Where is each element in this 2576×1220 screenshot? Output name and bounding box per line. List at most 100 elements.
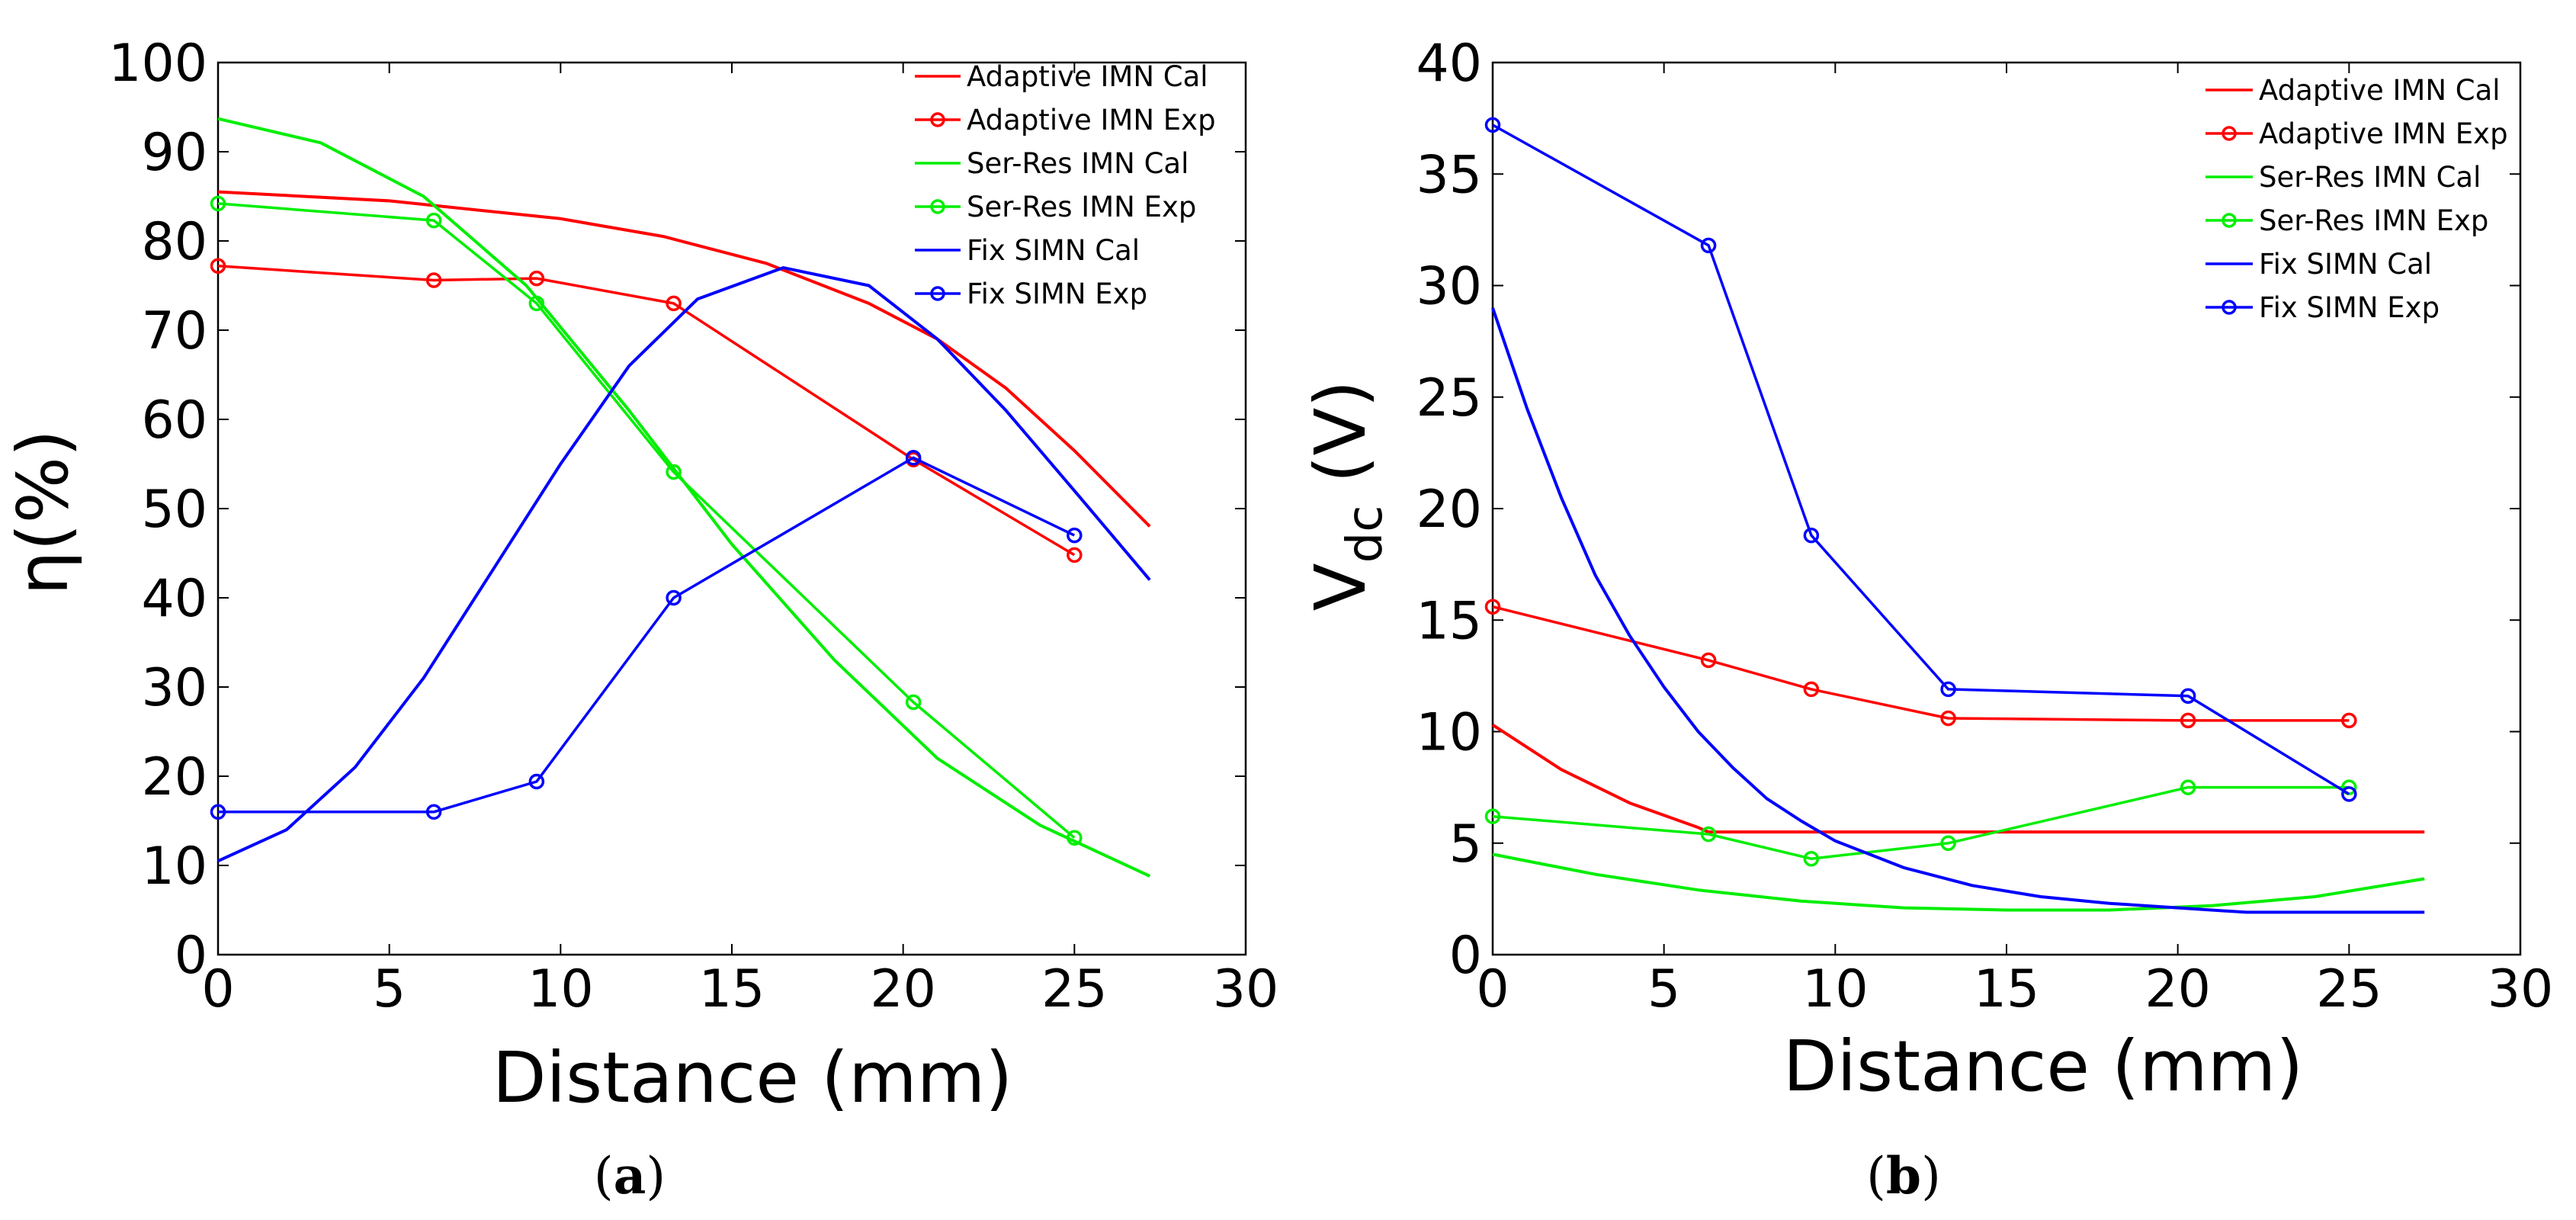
x-tick-label: 25	[2316, 959, 2382, 1019]
x-tick-label: 10	[1802, 959, 1869, 1019]
series-line-fix-simn-exp	[1492, 124, 2350, 795]
legend-marker	[930, 286, 945, 301]
legend-marker	[2222, 126, 2237, 141]
legend-marker	[930, 112, 945, 127]
y-tick-label: 15	[1416, 591, 1482, 651]
series-line-adaptive-imn-exp	[1492, 605, 2350, 722]
series-line-adaptive-imn-cal	[217, 190, 1151, 528]
y-tick-label: 20	[141, 747, 207, 807]
data-point	[2341, 712, 2357, 729]
data-point	[1484, 599, 1501, 615]
panel-label-close: )	[1921, 1147, 1941, 1206]
y-tick-label: 60	[141, 390, 207, 451]
data-point	[425, 272, 442, 288]
y-tick-label: 35	[1416, 145, 1482, 205]
series-line-ser-res-imn-cal	[1492, 852, 2425, 912]
series-fix-simn-cal	[217, 266, 1151, 863]
data-point	[1067, 547, 1083, 563]
y-axis-label: η(%)	[2, 429, 84, 596]
x-tick-label: 15	[1974, 959, 2040, 1019]
x-tick-label: 5	[1647, 959, 1680, 1019]
panel-label: (a)	[594, 1146, 666, 1206]
data-point	[210, 804, 226, 820]
series-line-ser-res-imn-exp	[1492, 785, 2350, 860]
y-tick-label: 0	[1449, 926, 1482, 986]
series-fix-simn-exp	[1484, 117, 2357, 802]
data-point	[905, 450, 922, 466]
data-point	[1940, 710, 1956, 727]
y-tick-label: 40	[141, 569, 207, 629]
y-tick-label: 50	[141, 480, 207, 540]
panel-label-letter: b	[1886, 1146, 1921, 1206]
data-point	[425, 804, 442, 820]
series-line-fix-simn-cal	[217, 266, 1151, 863]
series-adaptive-imn-cal	[217, 190, 1151, 528]
legend-entry-label: Fix SIMN Cal	[2259, 248, 2432, 281]
data-point	[666, 589, 682, 606]
legend-entry-label: Ser-Res IMN Cal	[967, 147, 1189, 180]
data-point	[1484, 117, 1501, 133]
series-fix-simn-cal	[1491, 307, 2425, 914]
legend-marker	[2222, 300, 2237, 315]
series-line-ser-res-imn-exp	[217, 202, 1076, 840]
data-point	[1700, 826, 1717, 843]
x-axis-label: Distance (mm)	[1783, 1026, 2304, 1107]
series-ser-res-imn-exp	[210, 195, 1083, 846]
data-point	[1803, 527, 1820, 544]
data-point	[1067, 527, 1083, 544]
y-axis-label-main: V	[1300, 563, 1381, 611]
legend-marker	[930, 199, 945, 214]
data-point	[2180, 688, 2196, 704]
x-axis-label: Distance (mm)	[492, 1037, 1013, 1119]
legend-entry-label: Adaptive IMN Exp	[967, 104, 1216, 136]
x-tick-label: 25	[1041, 959, 1108, 1019]
x-tick-label: 0	[1476, 959, 1509, 1019]
data-point	[905, 694, 922, 711]
y-tick-label: 90	[141, 123, 207, 183]
legend-entry-label: Ser-Res IMN Exp	[2259, 204, 2488, 237]
y-tick-label: 25	[1416, 368, 1482, 429]
series-line-fix-simn-cal	[1491, 307, 2425, 914]
y-tick-label: 40	[1416, 34, 1482, 94]
data-point	[1067, 830, 1083, 846]
plot-frame	[1491, 61, 2522, 956]
data-point	[2341, 786, 2357, 802]
panel-label-open: (	[594, 1147, 614, 1206]
data-point	[425, 212, 442, 229]
data-point	[1803, 850, 1820, 867]
panel-label-close: )	[646, 1147, 666, 1206]
y-axis-label: Vdc (V)	[1300, 380, 1394, 612]
series-adaptive-imn-exp	[1484, 599, 2357, 729]
x-tick-label: 0	[201, 959, 234, 1019]
x-tick-label: 5	[373, 959, 406, 1019]
y-axis-label-subscript: dc	[1337, 506, 1394, 563]
data-point	[1940, 835, 1956, 851]
data-point	[666, 295, 682, 312]
data-point	[2180, 712, 2196, 729]
y-tick-label: 100	[108, 34, 207, 94]
chart-panel-a: 0 5 10 15 20 25 30 0 10 20 30 40 50 60 70 80 90 100 Adapti…	[2, 34, 1278, 1206]
data-point	[528, 295, 545, 312]
data-point	[528, 773, 545, 790]
data-point	[210, 195, 226, 212]
series-line-adaptive-imn-exp	[217, 265, 1076, 557]
series-adaptive-imn-cal	[1491, 724, 2425, 834]
panel-label-letter: a	[614, 1146, 646, 1206]
y-tick-label: 0	[175, 926, 207, 986]
legend: Adaptive IMN Cal Adaptive IMN Exp Ser-Res …	[2205, 74, 2508, 324]
x-tick-label: 30	[1213, 959, 1279, 1019]
y-tick-label: 5	[1449, 814, 1482, 875]
data-point	[528, 270, 545, 287]
legend-entry-label: Adaptive IMN Exp	[2259, 117, 2508, 150]
data-point	[1803, 681, 1820, 698]
legend-entry-label: Adaptive IMN Cal	[2259, 74, 2501, 107]
series-ser-res-imn-exp	[1484, 779, 2357, 867]
panel-label-open: (	[1866, 1147, 1886, 1206]
x-tick-label: 30	[2488, 959, 2554, 1019]
y-tick-label: 70	[141, 301, 207, 361]
data-point	[210, 258, 226, 274]
data-point	[1700, 652, 1717, 669]
series-line-adaptive-imn-cal	[1491, 724, 2425, 834]
legend: Adaptive IMN Cal Adaptive IMN Exp Ser-Res …	[915, 60, 1216, 310]
